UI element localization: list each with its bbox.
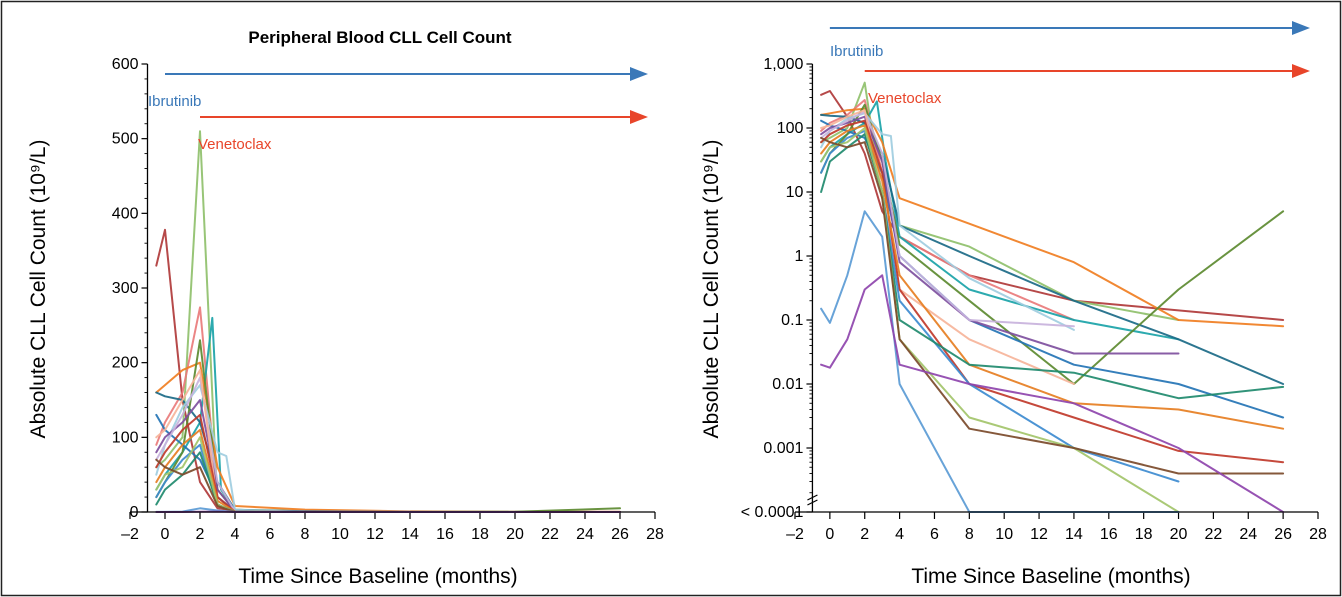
chart-title: Peripheral Blood CLL Cell Count: [248, 28, 512, 47]
x-tick-label: 24: [1239, 526, 1257, 543]
x-tick-label: 26: [611, 526, 629, 543]
x-tick-label: 28: [1309, 526, 1327, 543]
x-tick-label: 20: [506, 526, 524, 543]
x-tick-label: 24: [576, 526, 594, 543]
patient-series-line: [820, 133, 1285, 400]
y-tick-label: 10: [786, 184, 804, 201]
x-tick-label: 2: [860, 526, 869, 543]
y-tick-label: 200: [112, 355, 139, 372]
x-ticks: –2 0 2 4 6 8 10 12 14 16 18 20 22 24 26 28: [786, 512, 1327, 543]
x-tick-label: 12: [1030, 526, 1048, 543]
y-axis-title: Absolute CLL Cell Count (10⁹/L): [27, 140, 50, 439]
x-tick-label: 28: [646, 526, 664, 543]
treatment-arrow-head: [630, 110, 648, 124]
x-tick-label: 6: [930, 526, 939, 543]
y-ticks: 0100200300400500600: [112, 56, 148, 521]
y-tick-label: 500: [112, 131, 139, 148]
x-tick-label: 22: [1205, 526, 1223, 543]
y-tick-label: 0.1: [781, 312, 803, 329]
treatment-label: Ibrutinib: [830, 43, 883, 60]
patient-series-line: [820, 110, 1075, 328]
x-tick-label: 2: [196, 526, 205, 543]
x-tick-label: –2: [786, 526, 804, 543]
x-tick-label: 14: [401, 526, 419, 543]
y-tick-label: 400: [112, 205, 139, 222]
log-chart-panel: Absolute CLL Cell Count (10⁹/L) Time Sin…: [700, 21, 1327, 588]
treatment-arrows: Ibrutinib Venetoclax: [829, 21, 1310, 107]
y-tick-label: 100: [777, 120, 804, 137]
x-tick-label: –2: [121, 526, 139, 543]
x-tick-label: 8: [965, 526, 974, 543]
x-tick-label: 20: [1170, 526, 1188, 543]
y-axis-title: Absolute CLL Cell Count (10⁹/L): [700, 140, 723, 439]
patient-series-line: [820, 107, 1285, 328]
y-tick-label: 100: [112, 429, 139, 446]
treatment-arrow-head: [1292, 64, 1310, 78]
patient-series-line: [820, 124, 1285, 430]
x-tick-label: 22: [541, 526, 559, 543]
x-tick-label: 4: [231, 526, 240, 543]
y-tick-label: 1: [795, 248, 804, 265]
patient-series-line: [820, 274, 1285, 513]
y-tick-label: 300: [112, 280, 139, 297]
y-tick-label: 600: [112, 56, 139, 73]
treatment-label: Ibrutinib: [148, 93, 201, 110]
treatment-label: Venetoclax: [868, 90, 942, 107]
y-tick-label: 1,000: [763, 56, 803, 73]
linear-chart-panel: Peripheral Blood CLL Cell Count Absolute…: [27, 28, 664, 588]
treatment-label: Venetoclax: [198, 136, 272, 153]
x-axis-title: Time Since Baseline (months): [911, 565, 1190, 588]
y-tick-label: 0.001: [763, 440, 803, 457]
x-tick-label: 10: [331, 526, 349, 543]
x-tick-label: 12: [366, 526, 384, 543]
x-axis-title: Time Since Baseline (months): [238, 565, 517, 588]
patient-series-line: [820, 136, 1285, 475]
x-tick-label: 8: [301, 526, 310, 543]
x-tick-label: 18: [1135, 526, 1153, 543]
x-tick-label: 4: [895, 526, 904, 543]
treatment-arrows: Ibrutinib Venetoclax: [148, 67, 648, 153]
treatment-arrow-head: [1292, 21, 1310, 35]
y-tick-label: < 0.0001: [741, 504, 804, 521]
x-tick-label: 0: [161, 526, 170, 543]
x-tick-label: 10: [995, 526, 1013, 543]
x-tick-label: 0: [825, 526, 834, 543]
x-tick-label: 6: [266, 526, 275, 543]
x-tick-label: 14: [1065, 526, 1083, 543]
x-ticks: –2 0 2 4 6 8 10 12 14 16 18 20 22 24 26 28: [121, 512, 664, 543]
x-tick-label: 16: [1100, 526, 1118, 543]
x-tick-label: 18: [471, 526, 489, 543]
series-lines: [820, 81, 1285, 513]
y-tick-label: 0.01: [772, 376, 803, 393]
y-ticks: < 0.0001 0.001 0.01 0.1 1 10 100 1,000: [741, 56, 818, 521]
patient-series-line: [820, 127, 1180, 513]
treatment-arrow-head: [630, 67, 648, 81]
patient-series-line: [820, 113, 1285, 385]
patient-series-line: [820, 115, 1180, 355]
x-tick-label: 16: [436, 526, 454, 543]
x-tick-label: 26: [1274, 526, 1292, 543]
